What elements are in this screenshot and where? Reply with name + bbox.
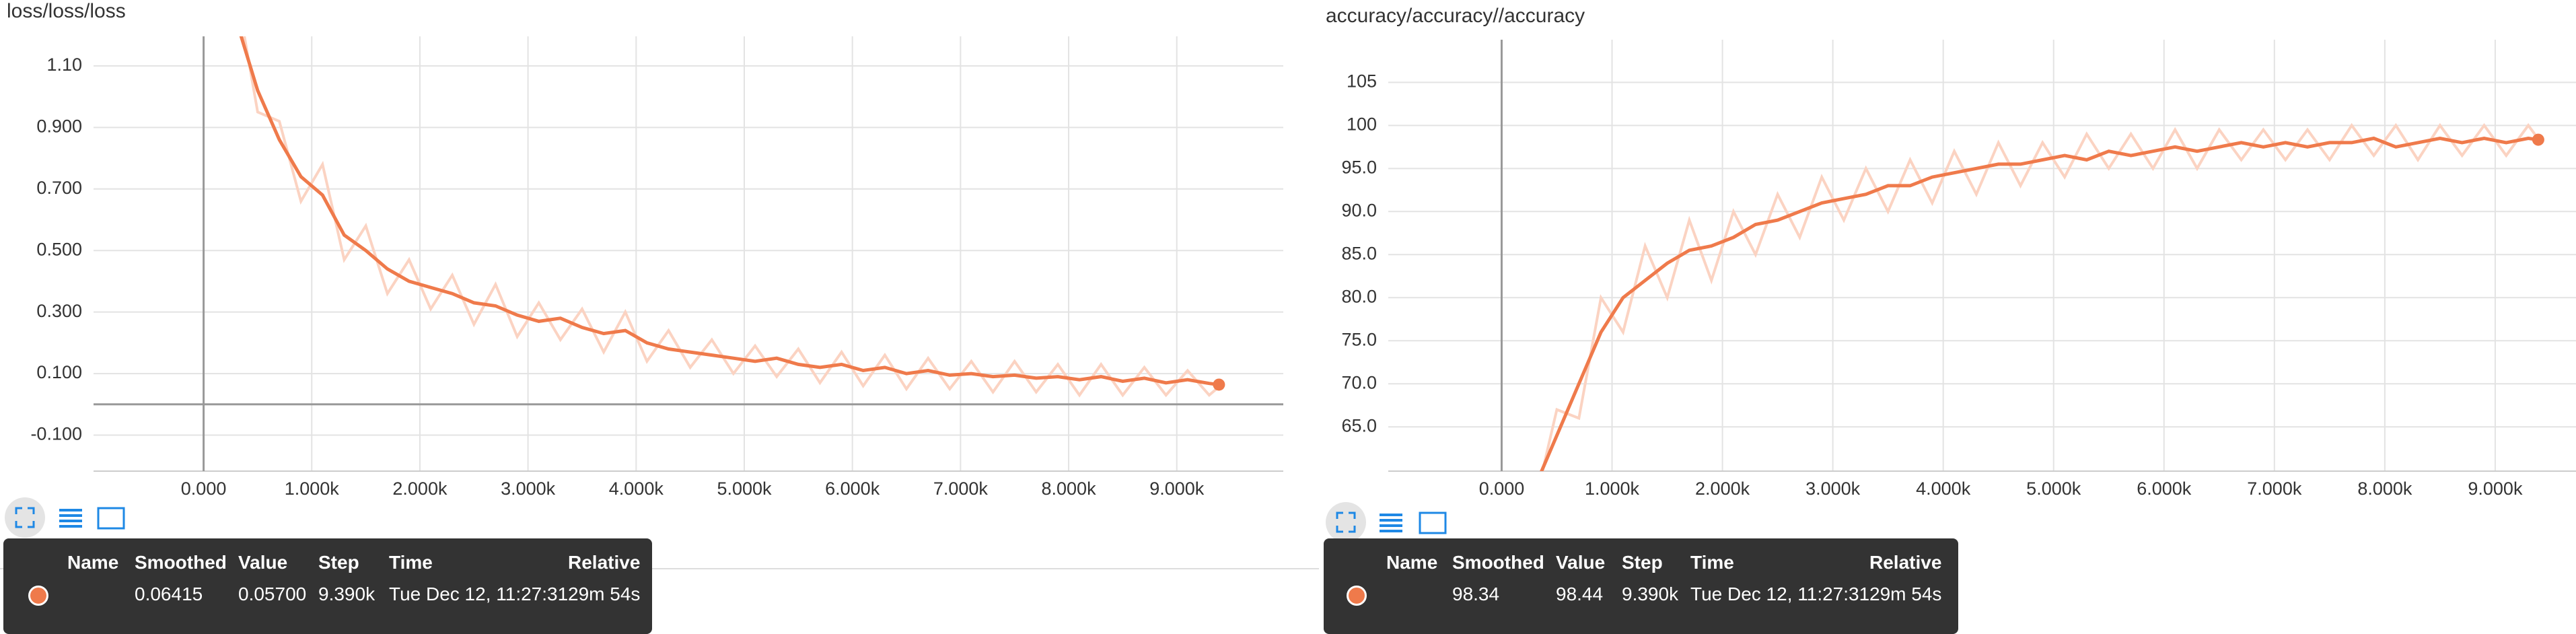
list-icon[interactable] (1380, 514, 1402, 532)
chart-title: loss/loss/loss (7, 0, 126, 22)
y-tick-label: 0.500 (36, 239, 82, 259)
tooltip-header: Time (389, 552, 433, 573)
x-tick-label: 9.000k (1149, 479, 1205, 499)
y-tick-label: 1.10 (46, 55, 82, 75)
y-tick-label: 95.0 (1341, 157, 1377, 177)
tooltip-cell: Tue Dec 12, 11:27:31 (389, 584, 569, 604)
y-tick-label: 65.0 (1341, 415, 1377, 435)
list-icon[interactable] (59, 509, 82, 528)
tooltip-cell: 0.06415 (135, 584, 203, 604)
tooltip-header: Relative (568, 552, 641, 573)
y-tick-label: 0.100 (36, 362, 82, 382)
y-tick-label: 105 (1347, 71, 1377, 91)
x-tick-label: 3.000k (1805, 479, 1861, 499)
x-tick-label: 1.000k (1585, 479, 1640, 499)
chart: accuracy/accuracy//accuracy 105 100 95.0 90.… (1326, 5, 2576, 499)
x-tick-label: 2.000k (1695, 479, 1750, 499)
tooltip-cell: 0.05700 (238, 584, 307, 604)
tooltip-cell: 9.390k (318, 584, 375, 604)
chart-title: accuracy/accuracy//accuracy (1326, 5, 1585, 27)
y-tick-label: 100 (1347, 114, 1377, 134)
x-tick-label: 9.000k (2468, 479, 2523, 499)
fullscreen-button[interactable] (5, 497, 45, 538)
tooltip: Name Smoothed Value Step Time Relative 0.06415… (3, 538, 652, 634)
tooltip-header: Step (1622, 552, 1663, 573)
tooltip-cell: 98.44 (1556, 584, 1604, 604)
x-tick-label: 3.000k (501, 479, 556, 499)
tooltip-header: Time (1690, 552, 1734, 573)
x-tick-label: 2.000k (392, 479, 448, 499)
y-tick-label: 0.700 (36, 178, 82, 198)
tooltip-header: Relative (1869, 552, 1942, 573)
plot-area (239, 36, 1225, 398)
series-swatch (28, 586, 48, 606)
toolbar-right (1326, 502, 1447, 542)
x-tick-label: 8.000k (1042, 479, 1097, 499)
fullscreen-button[interactable] (1326, 502, 1366, 542)
y-tick-label: -0.100 (30, 424, 82, 444)
tooltip-cell: 29m 54s (1869, 584, 1942, 604)
tooltip-cell: 98.34 (1452, 584, 1500, 604)
fit-icon[interactable] (1419, 512, 1447, 534)
series-swatch (1347, 586, 1367, 606)
y-tick-label: 85.0 (1341, 243, 1377, 263)
fit-icon[interactable] (97, 507, 125, 530)
tooltip-cell: 9.390k (1622, 584, 1679, 604)
y-tick-label: 90.0 (1341, 200, 1377, 220)
fullscreen-icon (15, 507, 35, 528)
dashboard: loss/loss/loss 1.10 0.900 0.700 0.500 0.300 0.… (0, 0, 2576, 569)
y-tick-label: 0.300 (36, 301, 82, 321)
series-line (1541, 122, 2540, 471)
tooltip-header: Smoothed (1452, 552, 1544, 573)
x-tick-label: 0.000 (181, 479, 227, 499)
x-tick-label: 7.000k (2247, 479, 2302, 499)
x-tick-label: 7.000k (933, 479, 989, 499)
last-point (1213, 378, 1225, 391)
x-tick-label: 6.000k (2137, 479, 2192, 499)
tooltip: Name Smoothed Value Step Time Relative 98.34 98… (1324, 538, 1958, 634)
tooltip-header: Value (238, 552, 288, 573)
series-line (1540, 136, 2539, 471)
toolbar-left (5, 497, 125, 538)
x-tick-label: 4.000k (609, 479, 664, 499)
x-tick-label: 8.000k (2357, 479, 2412, 499)
x-tick-label: 1.000k (285, 479, 340, 499)
last-point (2532, 133, 2544, 146)
tooltip-cell: 29m 54s (568, 584, 641, 604)
series-line (243, 36, 1220, 398)
x-tick-label: 5.000k (2026, 479, 2081, 499)
series-line (239, 36, 1219, 386)
tooltip-header: Smoothed (135, 552, 227, 573)
fullscreen-icon (1336, 512, 1356, 533)
y-tick-label: 80.0 (1341, 286, 1377, 306)
y-tick-label: 70.0 (1341, 372, 1377, 392)
tooltip-header: Name (1386, 552, 1438, 573)
plot-area (1540, 122, 2544, 471)
x-tick-label: 4.000k (1916, 479, 1971, 499)
tooltip-header: Value (1556, 552, 1606, 573)
tooltip-header: Name (67, 552, 119, 573)
y-tick-label: 75.0 (1341, 329, 1377, 349)
x-tick-label: 5.000k (717, 479, 772, 499)
tooltip-cell: Tue Dec 12, 11:27:31 (1690, 584, 1870, 604)
tooltip-header: Step (318, 552, 359, 573)
y-tick-label: 0.900 (36, 116, 82, 136)
x-tick-label: 0.000 (1479, 479, 1525, 499)
x-tick-label: 6.000k (825, 479, 880, 499)
chart: loss/loss/loss 1.10 0.900 0.700 0.500 0.300 0.… (7, 0, 1283, 499)
